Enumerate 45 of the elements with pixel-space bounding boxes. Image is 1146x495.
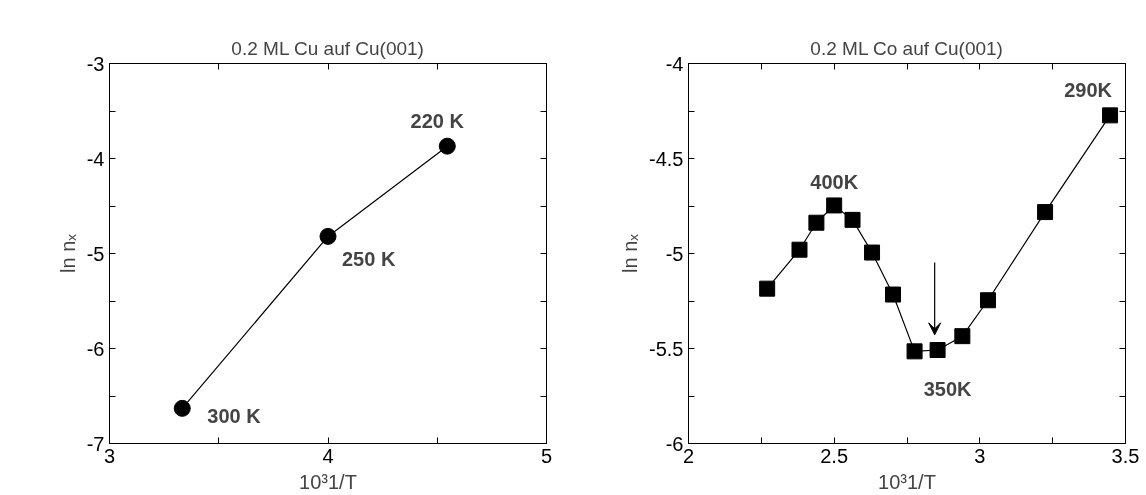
chart-title: 0.2 ML Cu auf Cu(001) [231,37,424,59]
x-tick-label: 2 [682,444,695,467]
point [791,241,808,258]
annotation: 250 K [342,248,396,271]
point [438,137,456,155]
point [906,343,923,360]
annotation: 350K [923,378,973,401]
point [864,244,881,261]
x-tick-label: 3.5 [1111,444,1140,467]
y-tick-label: -4 [665,52,684,75]
point [319,227,337,245]
y-tick-label: -7 [86,432,105,455]
annotation: 290K [1064,79,1113,102]
y-tick-label: -6 [665,432,684,455]
x-tick-label: 2.5 [820,444,849,467]
y-tick-label: -4 [86,147,105,170]
y-axis-title: ln nₓ [619,233,642,273]
x-tick-label: 5 [540,444,553,467]
x-axis-title: 10³1/T [878,470,936,493]
chart-title: 0.2 ML Co auf Cu(001) [810,37,1003,59]
point [826,197,843,214]
y-tick-label: -6 [86,337,105,360]
y-tick-label: -4.5 [649,147,684,170]
y-tick-label: -3 [86,52,105,75]
x-axis-title: 10³1/T [299,470,357,493]
point [1037,204,1054,221]
y-tick-label: -5.5 [649,337,684,360]
point [1102,107,1119,124]
point [808,214,825,231]
y-tick-label: -5 [86,242,105,265]
point [759,280,776,297]
point [885,286,902,303]
point [844,211,861,228]
x-tick-label: 3 [103,444,116,467]
point [954,328,971,345]
point [979,292,996,309]
y-tick-label: -5 [665,242,684,265]
x-tick-label: 4 [322,444,334,467]
annotation: 400K [810,171,859,194]
x-tick-label: 3 [974,444,986,467]
annotation: 220 K [410,110,465,133]
point [173,399,191,417]
y-axis-title: ln nₓ [56,233,79,273]
annotation: 300 K [207,405,262,428]
point [929,342,946,359]
